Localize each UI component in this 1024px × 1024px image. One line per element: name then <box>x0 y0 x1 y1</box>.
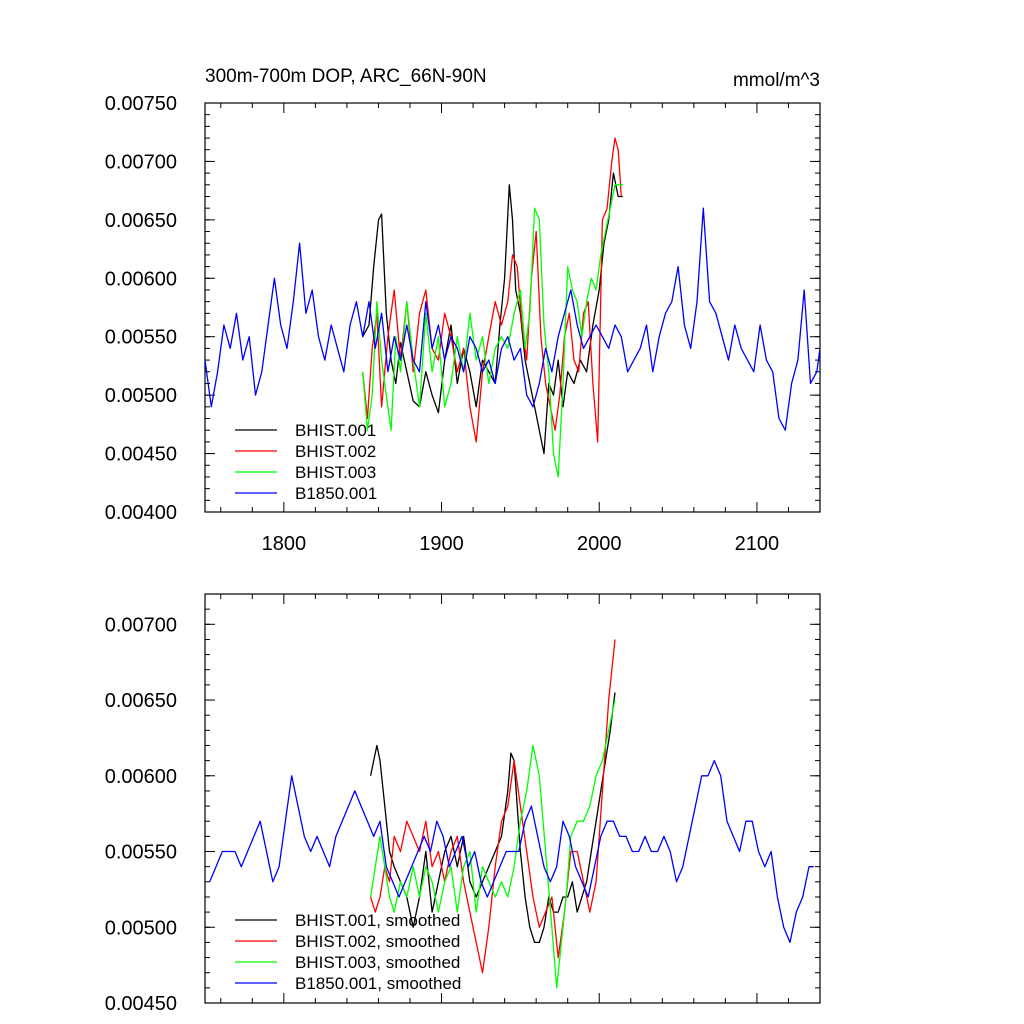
series-line-bhist-002 <box>362 137 622 443</box>
y-tick-label: 0.00700 <box>105 614 177 636</box>
units-label: mmol/m^3 <box>733 70 820 91</box>
legend-label: BHIST.001, smoothed <box>295 911 460 930</box>
top-chart-panel: 1800 1900 2000 2100 0.00400 0.00450 0.00500 0.0… <box>105 66 821 555</box>
y-tick-label: 0.00550 <box>105 327 177 349</box>
plot-frame <box>204 593 821 1004</box>
x-tick-label: 1900 <box>419 533 464 555</box>
x-tick-label: 2100 <box>735 533 780 555</box>
series-line-b1850-001-smoothed <box>209 759 814 944</box>
x-tick-label: 2000 <box>577 533 622 555</box>
series-line-bhist-003 <box>362 184 623 478</box>
y-tick-label: 0.00500 <box>105 917 177 939</box>
legend-label: BHIST.002 <box>295 442 376 461</box>
y-tick-label: 0.00600 <box>105 766 177 788</box>
series-group <box>205 137 820 478</box>
legend-label: B1850.001 <box>295 484 377 503</box>
y-tick-label: 0.00600 <box>105 268 177 290</box>
legend-label: BHIST.001 <box>295 421 376 440</box>
y-tick-label: 0.00400 <box>105 502 177 524</box>
y-tick-label: 0.00700 <box>105 151 177 173</box>
series-group <box>209 639 814 989</box>
chart-title: 300m-700m DOP, ARC_66N-90N <box>205 66 487 87</box>
bottom-chart-panel: 0.00450 0.00500 0.00550 0.00600 0.00650 0.007… <box>105 593 821 1015</box>
y-tick-label: 0.00650 <box>105 690 177 712</box>
y-tick-label: 0.00500 <box>105 385 177 407</box>
series-line-bhist-001-smoothed <box>369 692 616 944</box>
legend-label: B1850.001, smoothed <box>295 974 461 993</box>
y-tick-label: 0.00650 <box>105 210 177 232</box>
x-tick-label: 1800 <box>262 533 307 555</box>
series-line-b1850-001 <box>205 207 820 431</box>
legend-label: BHIST.003, smoothed <box>295 953 460 972</box>
y-tick-label: 0.00450 <box>105 444 177 466</box>
y-tick-label: 0.00450 <box>105 993 177 1015</box>
plot-frame <box>204 102 821 513</box>
legend-label: BHIST.002, smoothed <box>295 932 460 951</box>
series-line-bhist-003-smoothed <box>369 699 616 989</box>
y-tick-label: 0.00750 <box>105 93 177 115</box>
y-tick-label: 0.00550 <box>105 842 177 864</box>
legend-label: BHIST.003 <box>295 463 376 482</box>
